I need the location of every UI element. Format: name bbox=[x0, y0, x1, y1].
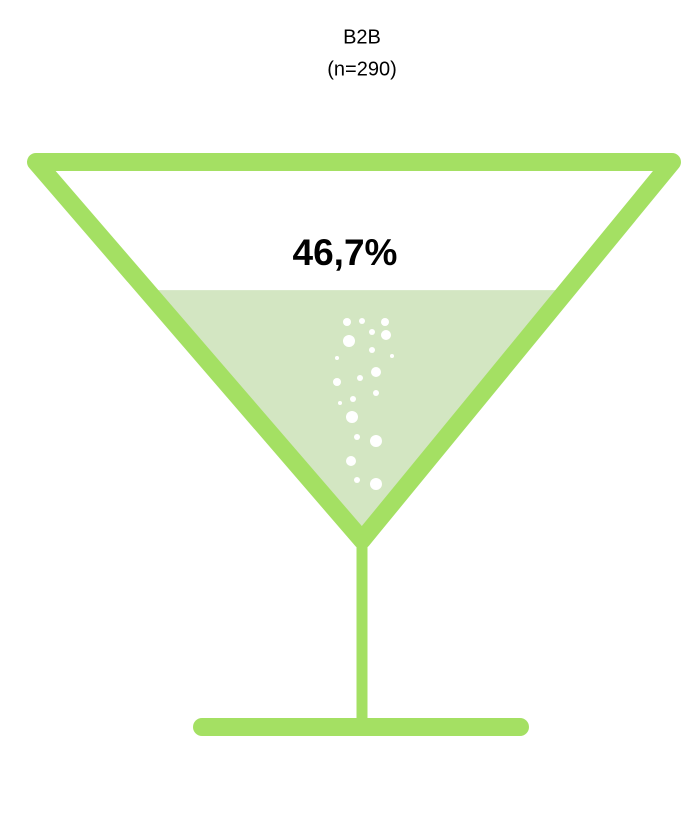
glass bbox=[27, 153, 681, 736]
bubbles bbox=[333, 318, 394, 490]
chart-subtitle: (n=290) bbox=[327, 58, 397, 80]
chart-title: B2B bbox=[343, 26, 381, 48]
glass-bowl bbox=[27, 153, 681, 549]
liquid-fill bbox=[155, 290, 570, 545]
fill-layer bbox=[155, 290, 570, 545]
value-label: 46,7% bbox=[293, 232, 398, 273]
